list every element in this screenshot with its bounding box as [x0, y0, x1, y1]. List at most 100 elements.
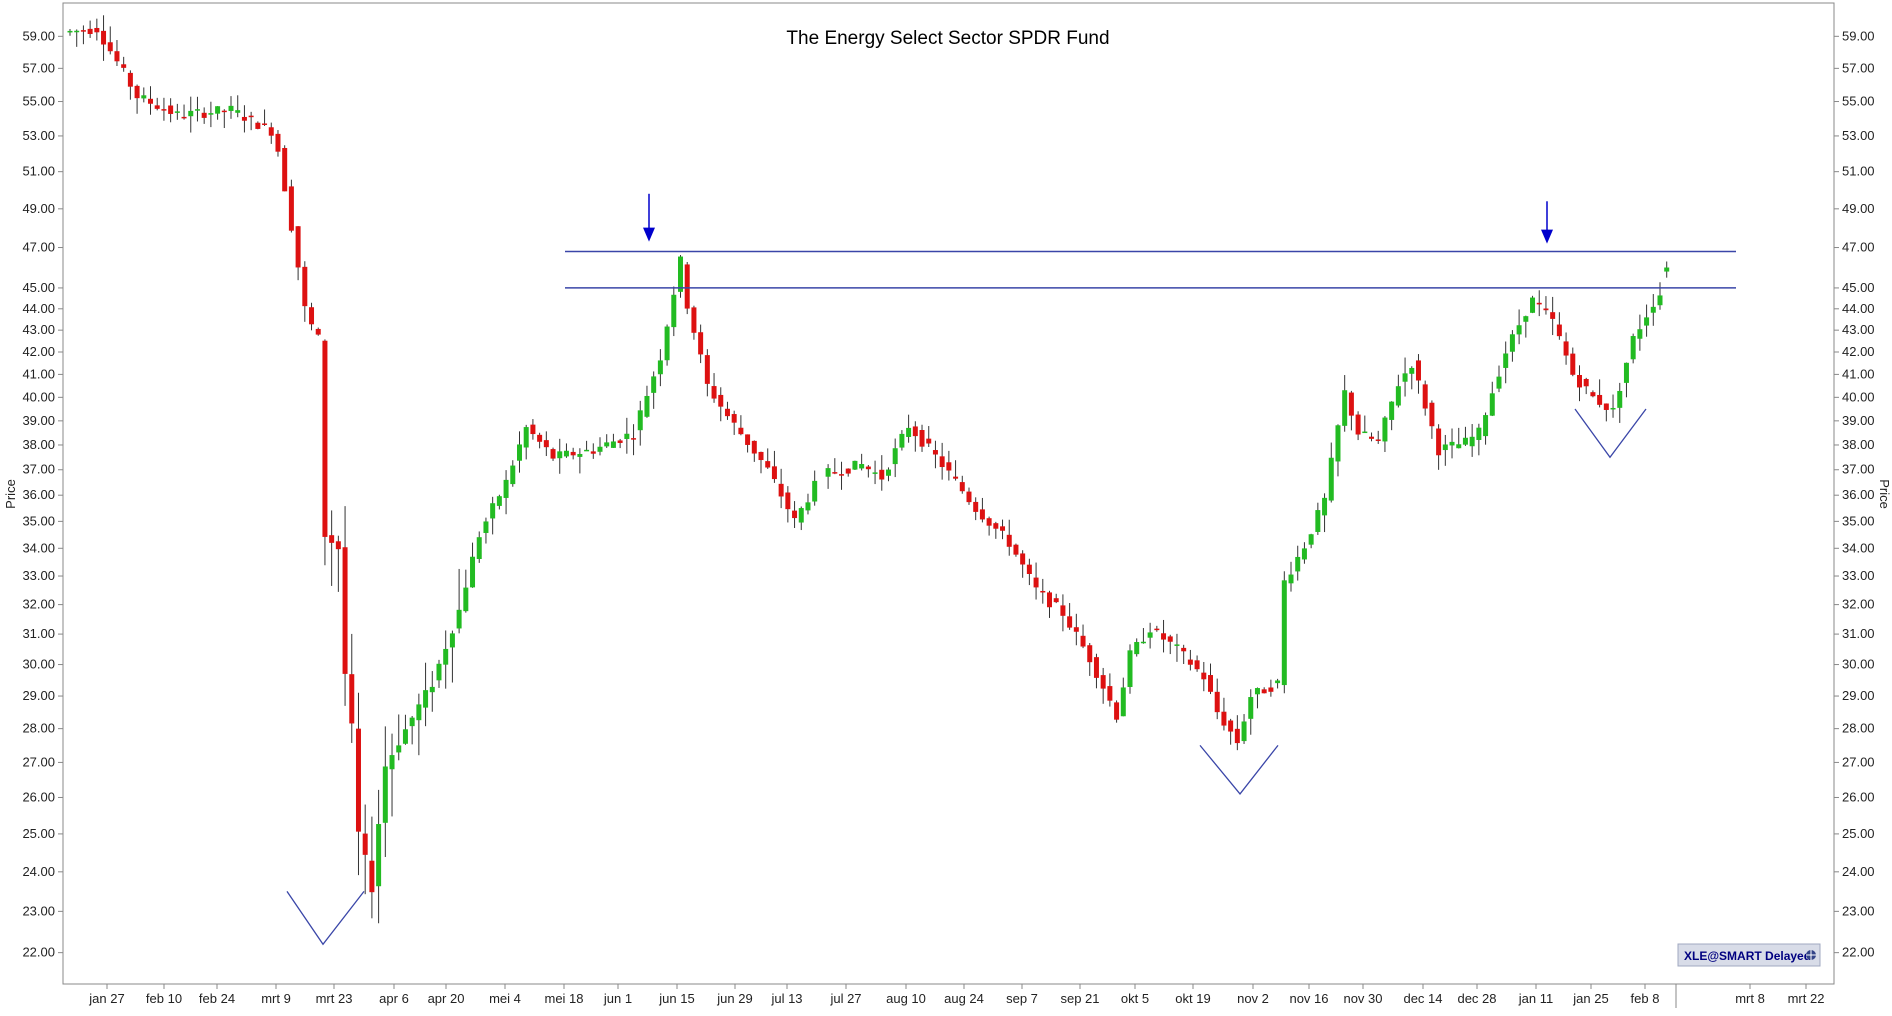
candle-body: [1248, 697, 1254, 719]
candle-body: [1362, 431, 1368, 434]
candle: [188, 96, 194, 133]
candle: [932, 440, 938, 469]
candle: [590, 443, 596, 459]
annotation-layer: [286, 193, 1736, 946]
y-tick-label-right: 25.00: [1842, 826, 1875, 841]
candle-body: [751, 440, 757, 454]
candle-body: [678, 256, 684, 292]
y-tick-label-right: 30.00: [1842, 657, 1875, 672]
candle-body: [664, 326, 670, 361]
candle-body: [973, 501, 979, 512]
candle: [362, 804, 368, 895]
candle: [1456, 427, 1462, 449]
candle-body: [1114, 702, 1120, 720]
candle: [912, 421, 918, 452]
y-tick-label-right: 43.00: [1842, 322, 1875, 337]
candle: [1348, 390, 1354, 431]
candle: [215, 106, 221, 120]
x-tick-label: jun 29: [716, 991, 752, 1006]
candle-body: [805, 502, 811, 511]
candle-body: [161, 109, 167, 111]
delayed-data-badge[interactable]: XLE@SMART Delayed: [1677, 943, 1821, 967]
x-tick-label: okt 19: [1175, 991, 1210, 1006]
candle: [1167, 634, 1173, 655]
candle: [376, 789, 382, 924]
candle-body: [1590, 392, 1596, 397]
candle: [449, 630, 455, 683]
candle-body: [1355, 414, 1361, 435]
candle-body: [651, 376, 657, 393]
candle-body: [476, 537, 482, 560]
y-tick-label-right: 32.00: [1842, 597, 1875, 612]
y-tick-label-left: 41.00: [22, 366, 55, 381]
candle-body: [1020, 553, 1026, 565]
candle: [342, 506, 348, 706]
candle: [201, 107, 207, 124]
candle-body: [402, 729, 408, 744]
y-tick-label-left: 39.00: [22, 413, 55, 428]
candle: [778, 468, 784, 509]
candle-body: [1650, 306, 1656, 313]
candle: [1161, 619, 1167, 653]
candle-body: [1382, 417, 1388, 442]
candle: [825, 464, 831, 489]
y-axis-title-right: Price: [1877, 479, 1892, 509]
candle-body: [979, 509, 985, 520]
candle: [1214, 678, 1220, 720]
y-tick-label-left: 25.00: [22, 826, 55, 841]
candle-body: [966, 491, 972, 503]
x-tick-label: jan 27: [88, 991, 124, 1006]
candle-body: [624, 433, 630, 439]
candle: [543, 431, 549, 457]
badge-label: XLE@SMART Delayed: [1684, 949, 1811, 963]
candle-body: [436, 663, 442, 681]
y-tick-label-right: 42.00: [1842, 344, 1875, 359]
candle: [1449, 428, 1455, 459]
candle-body: [1630, 336, 1636, 360]
candle: [718, 387, 724, 422]
y-tick-label-left: 47.00: [22, 240, 55, 255]
candle: [966, 487, 972, 505]
candle: [1301, 542, 1307, 564]
candle: [1576, 365, 1582, 402]
candle-body: [248, 115, 254, 118]
candle-body: [724, 408, 730, 417]
candle-body: [1107, 686, 1113, 701]
candle: [973, 497, 979, 521]
candle: [288, 179, 294, 233]
candle-body: [396, 745, 402, 753]
candle-body: [188, 110, 194, 117]
candle: [168, 98, 174, 123]
candle-body: [490, 503, 496, 519]
arrow-down-icon: [1541, 201, 1553, 244]
v-bottom-pattern: [286, 890, 365, 946]
candle: [1194, 655, 1200, 672]
candle-body: [1617, 390, 1623, 408]
candle-body: [221, 110, 227, 113]
candle-body: [584, 449, 590, 452]
x-tick-label: apr 6: [379, 991, 409, 1006]
y-axis-left: 22.00 23.00 24.00 25.00 26.00 27.00 28.00 29.00…: [22, 28, 63, 960]
candle-body: [1369, 436, 1375, 439]
candle-body: [1395, 386, 1401, 406]
y-tick-label-right: 34.00: [1842, 540, 1875, 555]
candle-body: [362, 833, 368, 855]
candle-body: [1603, 403, 1609, 410]
candle: [1026, 558, 1032, 586]
candle: [282, 145, 288, 192]
candle: [1040, 578, 1046, 604]
candle-body: [691, 307, 697, 333]
y-tick-label-right: 45.00: [1842, 280, 1875, 295]
candle-body: [282, 147, 288, 192]
candle: [275, 130, 281, 157]
y-tick-label-left: 38.00: [22, 437, 55, 452]
candle: [584, 440, 590, 452]
candle: [1093, 653, 1099, 689]
candle: [563, 443, 569, 458]
candle: [939, 442, 945, 480]
candle: [463, 569, 469, 613]
y-tick-label-right: 28.00: [1842, 721, 1875, 736]
candle: [1107, 673, 1113, 707]
candle: [121, 56, 127, 72]
